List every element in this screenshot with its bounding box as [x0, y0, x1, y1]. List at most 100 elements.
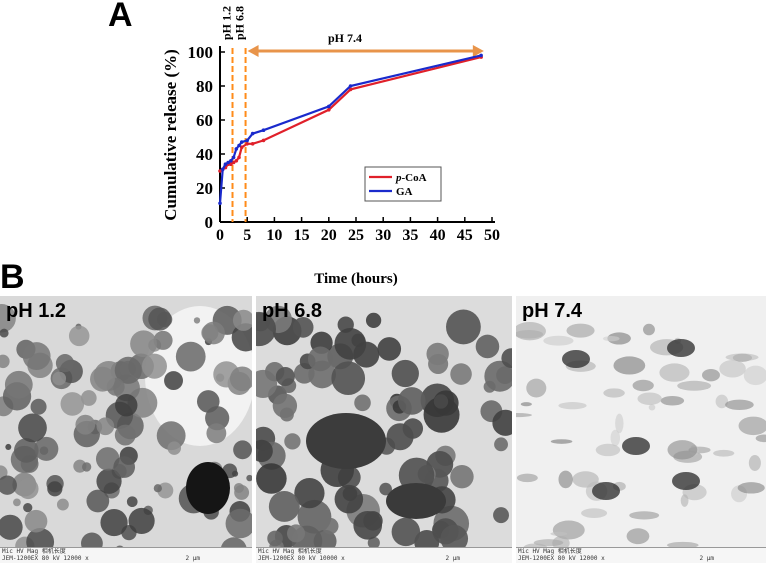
tem-particle — [307, 346, 333, 372]
tem-particle — [231, 323, 252, 352]
tem-particle — [68, 325, 90, 347]
y-tick-label: 60 — [196, 111, 213, 130]
data-point-GA — [218, 201, 222, 206]
tem-particle — [13, 498, 21, 507]
data-point-p-CoA — [245, 142, 249, 146]
tem-particle — [562, 350, 590, 368]
tem-particle — [126, 496, 138, 508]
tem-particle — [128, 507, 155, 535]
tem-micrograph — [256, 296, 512, 563]
tem-particle — [581, 508, 608, 518]
tem-particle — [206, 423, 227, 444]
tem-particle — [153, 484, 162, 493]
tem-footer-line1: Mic HV Mag 相机长度 — [2, 548, 66, 555]
data-point-GA — [229, 159, 233, 163]
tem-particle — [167, 441, 181, 455]
phase-arrow-head-left — [247, 45, 259, 57]
tem-particle — [543, 335, 574, 346]
phase-arrow-label: pH 7.4 — [328, 31, 362, 45]
tem-particle — [86, 489, 110, 513]
y-tick-label: 80 — [196, 77, 213, 96]
legend-box — [364, 166, 442, 202]
tem-particle — [353, 341, 380, 368]
data-point-p-CoA — [237, 155, 241, 160]
panel-label-b: B — [0, 258, 25, 296]
tem-scale-bar: 2 μm — [185, 555, 200, 562]
tem-particle — [354, 394, 371, 412]
tem-particle — [114, 424, 136, 446]
x-tick-label: 5 — [243, 227, 251, 244]
tem-particle — [642, 323, 655, 336]
tem-scale-bar: 2 μm — [445, 555, 460, 562]
tem-particle — [286, 524, 306, 543]
tem-particle — [306, 413, 386, 469]
tem-particle — [256, 463, 287, 494]
tem-particle — [233, 440, 252, 460]
tem-particle — [702, 368, 720, 382]
tem-particle — [284, 433, 301, 450]
tem-particle — [353, 510, 383, 540]
tem-footer: Mic HV Mag 相机长度 JEM-1200EX 80 kV 12000 x… — [0, 547, 252, 563]
tem-particle — [629, 511, 660, 520]
tem-particle — [386, 423, 414, 451]
tem-particle — [82, 462, 92, 472]
tem-particle — [186, 462, 230, 514]
tem-particle — [595, 443, 621, 457]
tem-particle — [391, 517, 421, 547]
tem-particle — [141, 353, 167, 379]
tem-particle — [377, 337, 402, 361]
tem-particle — [30, 398, 47, 415]
tem-particle — [667, 339, 695, 357]
tem-particle — [232, 309, 252, 331]
data-point-GA — [250, 131, 255, 136]
tem-particle — [475, 334, 500, 359]
tem-particle — [520, 402, 532, 407]
tem-ph-label: pH 7.4 — [522, 300, 583, 322]
data-point-GA — [327, 104, 331, 109]
tem-particle — [440, 524, 469, 553]
tem-particle — [164, 371, 183, 391]
tem-particle — [680, 494, 689, 507]
tem-particle — [659, 363, 690, 382]
tem-particle — [367, 536, 380, 549]
tem-particle — [566, 323, 595, 338]
tem-particle — [450, 464, 474, 489]
tem-ph-label: pH 1.2 — [6, 300, 67, 322]
tem-particle — [397, 387, 426, 415]
data-point-GA — [239, 140, 244, 144]
tem-particle — [256, 311, 277, 347]
tem-particle — [130, 330, 157, 358]
tem-particle — [225, 508, 252, 539]
tem-particle — [0, 475, 17, 495]
tem-particle — [433, 394, 449, 409]
phase-arrow-head-right — [472, 45, 484, 57]
tem-particle — [558, 402, 587, 410]
tem-particle — [202, 321, 225, 345]
x-tick-label: 10 — [266, 227, 282, 244]
tem-particle — [153, 330, 173, 350]
x-tick-label: 35 — [402, 227, 418, 244]
tem-particle — [494, 437, 508, 452]
tem-particle — [52, 371, 67, 386]
y-tick-label: 0 — [205, 213, 214, 232]
tem-ph-label: pH 6.8 — [262, 300, 323, 322]
tem-particle — [501, 348, 512, 369]
tem-particle — [450, 363, 472, 385]
tem-particle — [446, 309, 481, 345]
data-point-GA — [220, 167, 225, 172]
tem-particle — [22, 342, 51, 371]
x-tick-label: 20 — [321, 227, 337, 244]
phase-marker-label: pH 6.8 — [233, 6, 247, 40]
tem-particle — [484, 360, 512, 392]
series-line-GA — [218, 54, 482, 204]
tem-particle — [90, 366, 115, 392]
tem-footer-line1: Mic HV Mag 相机长度 — [258, 548, 322, 555]
data-point-GA — [231, 155, 236, 160]
tem-particle — [516, 412, 532, 418]
tem-particle — [100, 508, 128, 537]
tem-particle — [743, 365, 766, 386]
tem-particle — [23, 503, 33, 513]
tem-particle — [5, 443, 12, 450]
tem-image-ph-6-8: pH 6.8 Mic HV Mag 相机长度 JEM-1200EX 80 kV … — [256, 296, 512, 563]
tem-footer-line2: JEM-1200EX 80 kV 12000 x — [518, 555, 605, 562]
